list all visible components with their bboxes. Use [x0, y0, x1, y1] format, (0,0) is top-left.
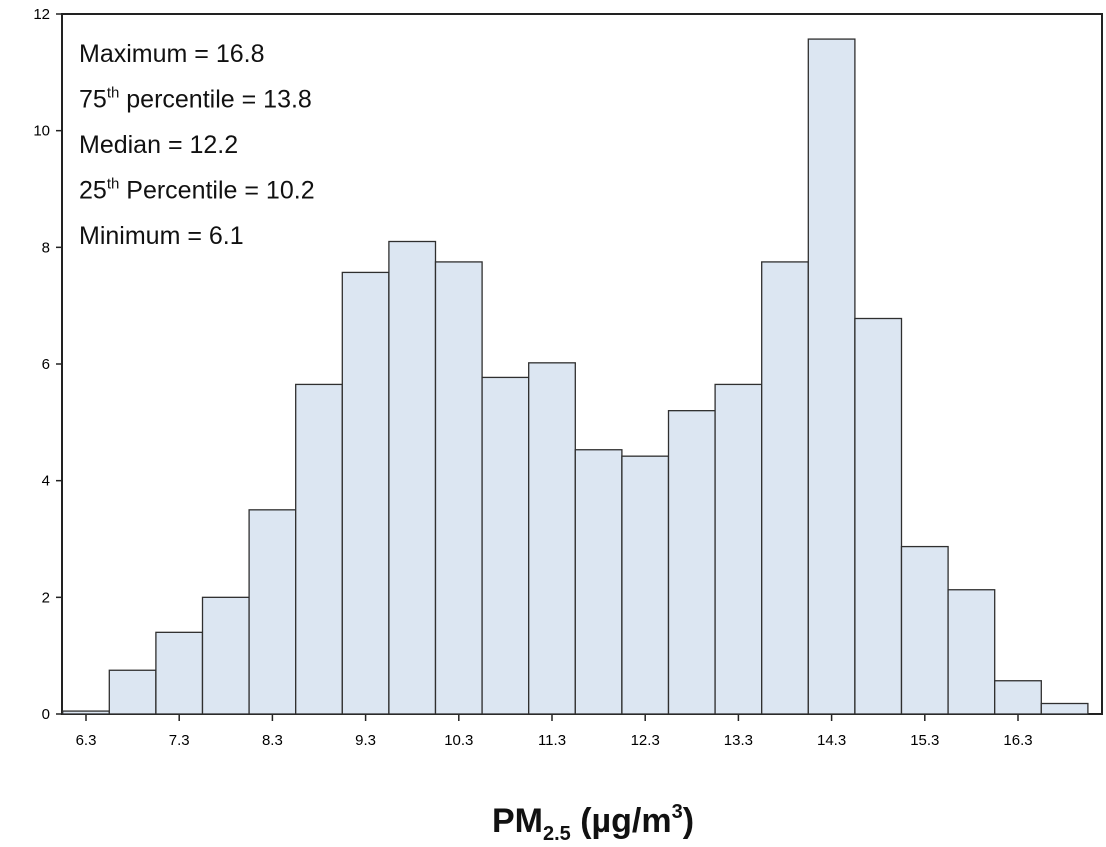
stat-text-part: 75 — [79, 86, 107, 114]
histogram-bar — [62, 710, 110, 715]
x-axis-label: PM2.5 (µg/m3) — [492, 801, 694, 845]
stat-line: Maximum = 16.8 — [79, 40, 265, 68]
stat-text-part: Maximum = 16.8 — [79, 40, 265, 68]
y-tick-label: 4 — [42, 473, 50, 490]
x-tick-label: 7.3 — [169, 732, 190, 749]
histogram-bar — [621, 455, 670, 715]
x-axis-title-unit: (µg/m — [571, 802, 672, 840]
histogram-bar — [201, 596, 250, 715]
x-axis-title-superscript: 3 — [672, 801, 683, 823]
histogram-bar — [295, 383, 343, 715]
x-tick-label: 15.3 — [910, 732, 939, 749]
x-axis-title-subscript: 2.5 — [543, 823, 571, 842]
histogram-bar — [854, 317, 903, 715]
x-axis-title-unit-close: ) — [683, 802, 694, 840]
histogram-bar — [528, 362, 576, 715]
stat-text-part: percentile = 13.8 — [119, 86, 312, 114]
y-tick-label: 12 — [33, 6, 50, 23]
x-axis-title-main: PM — [492, 802, 543, 840]
x-tick-label: 16.3 — [1003, 732, 1032, 749]
histogram-bar — [388, 240, 437, 715]
x-tick-label: 14.3 — [817, 732, 846, 749]
stat-line: 75th percentile = 13.8 — [79, 85, 312, 114]
y-tick-label: 8 — [42, 239, 50, 256]
histogram-bar — [341, 271, 390, 715]
x-tick-label: 12.3 — [631, 732, 660, 749]
histogram-bar — [574, 449, 623, 715]
histogram-bar — [481, 376, 530, 715]
histogram-bar — [994, 680, 1042, 715]
x-axis-title: PM2.5 (µg/m3) — [492, 801, 694, 842]
stat-line: Median = 12.2 — [79, 131, 238, 159]
stat-superscript: th — [107, 85, 120, 102]
stat-text-part: Percentile = 10.2 — [119, 177, 314, 205]
histogram-bar — [248, 509, 297, 715]
histogram-bar — [667, 410, 716, 715]
histogram-bar — [807, 38, 856, 715]
histogram-bar — [714, 383, 763, 715]
stat-line: 25th Percentile = 10.2 — [79, 176, 315, 205]
stat-line: Minimum = 6.1 — [79, 222, 244, 250]
y-axis: 0 2 4 6 8 10 12 — [33, 6, 62, 723]
x-tick-label: 8.3 — [262, 732, 283, 749]
x-tick-label: 11.3 — [538, 732, 566, 749]
y-tick-label: 10 — [33, 123, 50, 140]
histogram-bar — [155, 631, 204, 715]
bars-group — [62, 38, 1089, 715]
histogram-bar — [108, 669, 157, 715]
histogram-bar — [434, 261, 483, 715]
x-tick-label: 9.3 — [355, 732, 376, 749]
histogram-bar — [947, 589, 996, 715]
stat-text-part: Minimum = 6.1 — [79, 222, 244, 250]
x-tick-label: 6.3 — [76, 732, 97, 749]
y-tick-label: 2 — [42, 589, 50, 606]
stat-text-part: Median = 12.2 — [79, 131, 238, 159]
y-tick-label: 6 — [42, 356, 50, 373]
x-axis: 6.3 7.3 8.3 9.3 10.3 11.3 12.3 13.3 14.3 15.3 16.3 — [76, 714, 1033, 749]
histogram-bar — [761, 261, 809, 715]
histogram-bar — [1040, 702, 1089, 715]
stat-text-part: 25 — [79, 177, 107, 205]
histogram-bar — [900, 545, 949, 715]
x-tick-label: 10.3 — [444, 732, 473, 749]
stat-superscript: th — [107, 176, 120, 193]
y-tick-label: 0 — [42, 706, 50, 723]
x-tick-label: 13.3 — [724, 732, 753, 749]
